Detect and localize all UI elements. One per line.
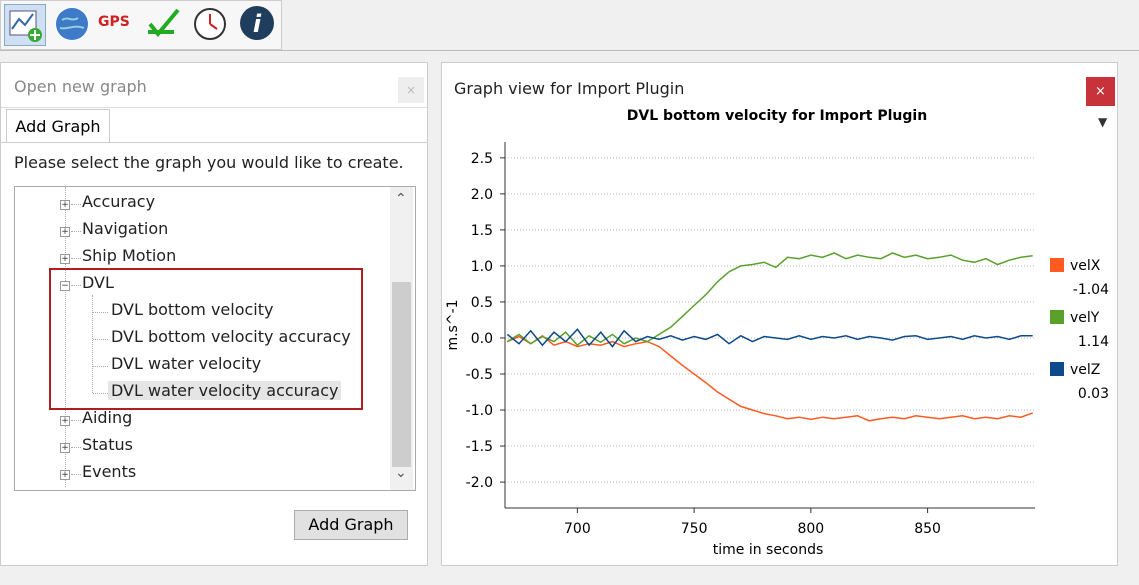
series-line [506, 328, 1033, 348]
y-tick-label: -1.5 [466, 439, 493, 455]
tree-dots [93, 339, 108, 340]
series-line [506, 252, 1033, 347]
clock-button[interactable] [192, 6, 228, 42]
expander[interactable]: + [60, 200, 70, 210]
tree-node[interactable]: Status [82, 435, 133, 454]
scroll-thumb[interactable] [392, 282, 411, 467]
check-button[interactable] [144, 6, 182, 42]
divider [1, 107, 427, 108]
y-tick-label: 1.5 [471, 223, 493, 239]
tree-node[interactable]: Ship Motion [82, 246, 177, 265]
tree-leaf[interactable]: DVL bottom velocity accuracy [111, 327, 351, 346]
legend-value: 0.03 [1078, 386, 1109, 402]
x-tick-label: 850 [914, 521, 941, 537]
info-button[interactable]: i [238, 4, 276, 42]
y-tick-label: 2.5 [471, 151, 493, 167]
scroll-down[interactable]: ⌄ [395, 465, 407, 481]
gps-button[interactable]: GPS [98, 14, 130, 30]
new-graph-button[interactable] [4, 4, 46, 46]
y-axis-label: m.s^-1 [445, 299, 461, 350]
legend-swatch [1050, 310, 1064, 324]
toolbar-group [0, 0, 282, 50]
y-tick-label: 1.0 [471, 259, 493, 275]
panel-title: Graph view for Import Plugin [454, 79, 685, 98]
tree-dots [71, 474, 81, 475]
tree-line [65, 187, 66, 487]
expander[interactable]: + [60, 227, 70, 237]
tree-leaf[interactable]: DVL water velocity [111, 354, 262, 373]
legend-value: -1.04 [1073, 282, 1109, 298]
svg-text:i: i [253, 10, 262, 38]
prompt: Please select the graph you would like t… [14, 153, 404, 172]
expander[interactable]: − [60, 281, 70, 291]
tree-dots [71, 447, 81, 448]
tree-dots [71, 285, 81, 286]
x-axis-label: time in seconds [713, 542, 824, 558]
tree-node[interactable]: Events [82, 462, 137, 481]
expander[interactable]: + [60, 470, 70, 480]
highlight-box [49, 268, 363, 410]
x-tick-label: 750 [681, 521, 708, 537]
tree-leaf[interactable]: DVL water velocity accuracy [108, 381, 342, 400]
legend-value: 1.14 [1078, 334, 1109, 350]
close-button[interactable]: × [1086, 77, 1115, 106]
x-tick-label: 700 [564, 521, 591, 537]
y-tick-label: 0.0 [471, 331, 493, 347]
tree-line [92, 295, 93, 393]
tree-dots [93, 393, 108, 394]
legend-label: velY [1070, 310, 1100, 326]
chart: DVL bottom velocity for Import Plugin ti… [445, 108, 1109, 558]
tree-node[interactable]: Navigation [82, 219, 169, 238]
tree-leaf[interactable]: DVL bottom velocity [111, 300, 274, 319]
legend-label: velX [1070, 258, 1101, 274]
chart-title: DVL bottom velocity for Import Plugin [627, 108, 927, 124]
tree-view: ⌃ ⌄ + Accuracy + Navigation + Ship Motion − DVL… [14, 186, 416, 491]
tree-dots [71, 231, 81, 232]
y-tick-label: -0.5 [466, 367, 493, 383]
toolbar: GPS i [0, 0, 1139, 51]
close-button[interactable]: × [398, 77, 424, 103]
left-panel: Open new graph × Add Graph Please select… [0, 62, 428, 566]
panel-title: Open new graph [14, 77, 147, 96]
tree-dots [93, 312, 108, 313]
expander[interactable]: + [60, 443, 70, 453]
x-tick-label: 800 [797, 521, 824, 537]
expander[interactable]: + [60, 416, 70, 426]
tree-dots [71, 258, 81, 259]
y-tick-label: -2.0 [466, 475, 493, 491]
legend-swatch [1050, 362, 1064, 376]
tab[interactable]: Add Graph [6, 109, 110, 143]
tree-node[interactable]: Accuracy [82, 192, 156, 211]
tree-node[interactable]: Aiding [82, 408, 133, 427]
tree-dots [71, 204, 81, 205]
expander[interactable]: + [60, 254, 70, 264]
tree-node[interactable]: DVL [82, 273, 114, 292]
tree-dots [71, 420, 81, 421]
y-tick-label: 0.5 [471, 295, 493, 311]
menu-arrow[interactable]: ▼ [1098, 115, 1108, 129]
y-tick-label: 2.0 [471, 187, 493, 203]
legend-label: velZ [1070, 362, 1100, 378]
tab-line [1, 142, 427, 143]
y-tick-label: -1.0 [466, 403, 493, 419]
graph-icon [9, 10, 42, 42]
legend-swatch [1050, 258, 1064, 272]
series-line [507, 334, 1033, 422]
add-graph-button[interactable]: Add Graph [294, 510, 408, 540]
scroll-up[interactable]: ⌃ [395, 191, 407, 207]
tree-dots [93, 366, 108, 367]
globe-button[interactable] [54, 6, 90, 42]
